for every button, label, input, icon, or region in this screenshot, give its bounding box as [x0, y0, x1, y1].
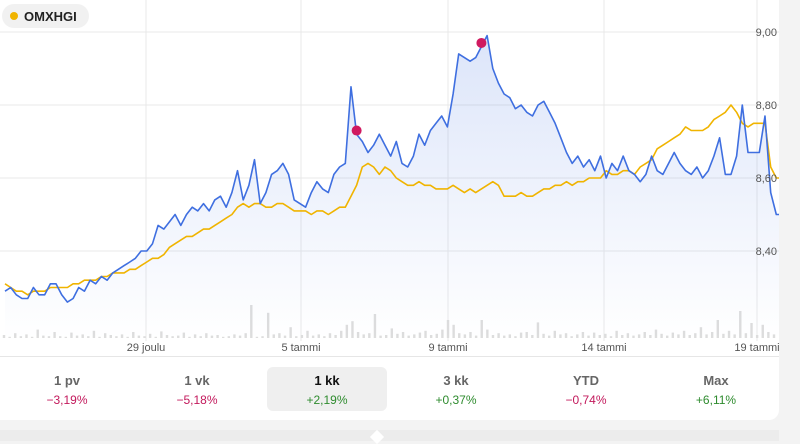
tab-change: +2,19% — [306, 393, 348, 407]
tab-label: 1 pv — [53, 373, 80, 388]
legend-dot-icon — [10, 12, 18, 20]
x-tick-label: 9 tammi — [428, 342, 467, 354]
event-marker[interactable] — [476, 37, 487, 48]
tab-change: −0,74% — [565, 393, 607, 407]
chart-card: 9,00 8,80 8,60 8,40 29 joulu 5 tammi 9 tammi 1… — [0, 0, 779, 420]
tab-max[interactable]: Max +6,11% — [656, 367, 776, 411]
y-tick-label: 9,00 — [756, 27, 777, 39]
bottom-bar — [0, 430, 779, 441]
tab-3-kk[interactable]: 3 kk +0,37% — [396, 367, 516, 411]
x-tick-label: 5 tammi — [281, 342, 320, 354]
tab-change: −5,18% — [176, 393, 218, 407]
price-area — [5, 35, 779, 340]
price-line — [4, 34, 779, 303]
y-tick-label: 8,60 — [756, 173, 777, 185]
volume-bar — [2, 335, 6, 338]
tab-label: 1 kk — [314, 373, 340, 388]
price-chart: 9,00 8,80 8,60 8,40 29 joulu 5 tammi 9 tammi 1… — [0, 0, 779, 354]
x-tick-label: 19 tammi — [734, 342, 779, 354]
x-tick-label: 14 tammi — [581, 342, 626, 354]
tab-ytd[interactable]: YTD −0,74% — [526, 367, 646, 411]
tab-change: +6,11% — [695, 393, 737, 407]
series-lines — [4, 34, 779, 303]
tab-1-vk[interactable]: 1 vk −5,18% — [137, 367, 257, 411]
y-tick-label: 8,80 — [756, 100, 777, 112]
legend-label: OMXHGI — [24, 8, 77, 24]
y-tick-label: 8,40 — [756, 246, 777, 258]
tab-label: YTD — [573, 373, 599, 388]
tab-1-pv[interactable]: 1 pv −3,19% — [7, 367, 127, 411]
tab-change: −3,19% — [46, 393, 88, 407]
y-axis: 9,00 8,80 8,60 8,40 — [756, 27, 777, 258]
tab-change: +0,37% — [435, 393, 477, 407]
event-markers[interactable] — [351, 37, 487, 136]
tab-label: 3 kk — [443, 373, 469, 388]
legend-omxhgi[interactable]: OMXHGI — [2, 4, 89, 28]
tab-1-kk[interactable]: 1 kk +2,19% — [267, 367, 387, 411]
period-tabs: 1 pv −3,19% 1 vk −5,18% 1 kk +2,19% 3 kk +0,37%… — [0, 356, 779, 420]
tab-label: Max — [703, 373, 729, 388]
x-tick-label: 29 joulu — [127, 342, 166, 354]
tab-label: 1 vk — [184, 373, 210, 388]
x-axis: 29 joulu 5 tammi 9 tammi 14 tammi 19 tammi — [127, 342, 779, 354]
event-marker[interactable] — [351, 125, 362, 136]
